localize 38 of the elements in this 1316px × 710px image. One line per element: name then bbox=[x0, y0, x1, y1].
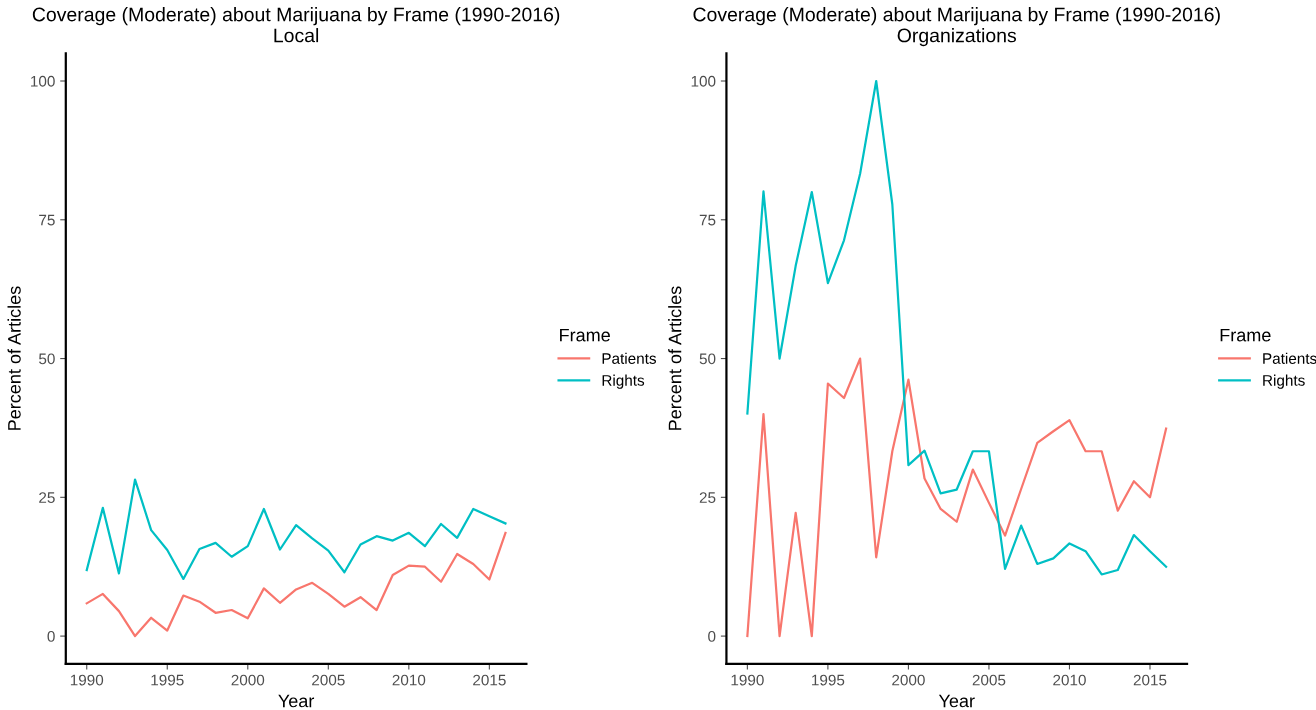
x-tick-label: 2015 bbox=[473, 674, 506, 686]
line-series bbox=[85, 478, 507, 581]
x-axis-title: Year bbox=[938, 694, 975, 708]
y-tick-label: 25 bbox=[39, 492, 55, 504]
legend-title: Frame bbox=[1220, 328, 1271, 342]
legend-label: Rights bbox=[602, 374, 645, 389]
y-tick-label: 0 bbox=[708, 630, 716, 642]
x-tick-label: 2000 bbox=[231, 674, 265, 686]
y-tick-label: 100 bbox=[31, 75, 55, 87]
chart-title: Coverage (Moderate) about Marijuana by Frame (1990-2016) Local bbox=[32, 7, 560, 43]
x-tick-label: 2010 bbox=[392, 674, 426, 686]
legend-label: Patients bbox=[602, 352, 656, 364]
y-tick-label: 75 bbox=[699, 214, 716, 226]
x-tick-label: 2005 bbox=[972, 674, 1006, 686]
y-tick-label: 0 bbox=[47, 630, 55, 642]
y-tick-label: 50 bbox=[699, 353, 716, 365]
legend-title: Frame bbox=[560, 328, 610, 342]
y-axis-title: Percent of Articles bbox=[7, 286, 21, 430]
y-tick-label: 100 bbox=[691, 75, 716, 87]
y-tick-label: 25 bbox=[699, 492, 716, 504]
line-series bbox=[746, 79, 1168, 576]
y-axis-title: Percent of Articles bbox=[668, 286, 682, 430]
legend-label: Patients bbox=[1263, 352, 1316, 364]
x-axis-title: Year bbox=[278, 694, 315, 708]
line-series bbox=[85, 531, 507, 638]
x-tick-label: 2005 bbox=[312, 674, 345, 686]
y-tick-label: 75 bbox=[39, 214, 55, 226]
y-tick-label: 50 bbox=[39, 353, 55, 365]
x-tick-label: 2010 bbox=[1053, 674, 1086, 686]
x-tick-label: 2000 bbox=[892, 674, 925, 686]
x-tick-label: 1995 bbox=[812, 674, 845, 686]
x-tick-label: 1990 bbox=[70, 674, 104, 686]
legend-label: Rights bbox=[1263, 374, 1305, 389]
chart-title: Coverage (Moderate) about Marijuana by Frame (1990-2016) Organizations bbox=[693, 7, 1220, 47]
x-tick-label: 2015 bbox=[1133, 674, 1167, 686]
x-tick-label: 1990 bbox=[731, 674, 764, 686]
x-tick-label: 1995 bbox=[151, 674, 184, 686]
line-series bbox=[746, 357, 1168, 638]
